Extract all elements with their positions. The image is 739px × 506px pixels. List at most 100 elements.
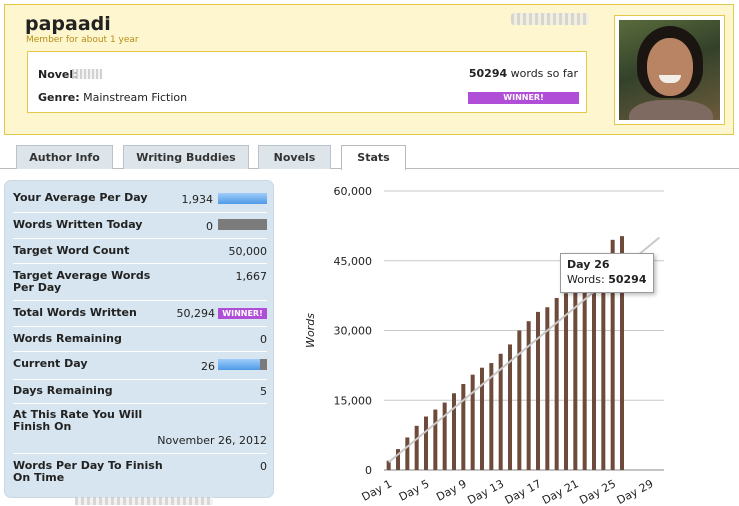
bar-day-22 (582, 274, 587, 470)
tab-writing-buddies[interactable]: Writing Buddies (123, 145, 249, 169)
word-count-chart: 0 15,000 30,000 45,000 60,000 Words Day 1 Day 5… (290, 180, 739, 506)
bar-day-2 (396, 449, 400, 470)
stat-target-count: Target Word Count 50,000 (13, 239, 267, 264)
stat-value: 0 (260, 460, 267, 473)
tab-author-info[interactable]: Author Info (16, 145, 113, 169)
x-tick-label: Day 21 (540, 477, 581, 506)
stat-value: 50,000 (228, 245, 268, 258)
x-tick-label: Day 17 (503, 477, 544, 506)
x-tick-label: Day 5 (397, 477, 432, 504)
written-today-bar (218, 219, 267, 230)
word-count-line: 50294 words so far (469, 67, 578, 80)
x-tick-label: Day 25 (577, 477, 618, 506)
redacted-footer-text (75, 497, 213, 505)
username[interactable]: papaadi (25, 13, 111, 35)
bar-day-7 (442, 402, 447, 470)
bar-day-15 (517, 330, 522, 470)
y-tick-label: 45,000 (334, 255, 373, 268)
stat-label: Target Average Words Per Day (13, 269, 151, 294)
profile-header: papaadi Member for about 1 year Novel: G… (4, 4, 734, 135)
progress-fill (218, 359, 261, 370)
stat-value: 0 (206, 220, 213, 233)
stat-value: 5 (260, 385, 267, 398)
y-tick-label: 30,000 (334, 325, 373, 338)
stat-avg-per-day: Your Average Per Day 1,934 (13, 185, 267, 213)
avg-per-day-bar (218, 193, 267, 204)
novel-label: Novel: (38, 68, 78, 81)
bar-day-5 (424, 416, 428, 470)
bar-day-23 (592, 263, 596, 470)
y-axis-label: Words (304, 313, 317, 348)
word-count: 50294 (468, 67, 508, 80)
stat-label: Target Word Count (13, 244, 130, 257)
x-tick-label: Day 9 (434, 477, 469, 504)
bar-day-19 (554, 297, 559, 470)
bar-day-16 (526, 321, 531, 470)
bar-day-6 (433, 409, 438, 470)
bar-day-13 (498, 353, 503, 470)
stat-value: 1,667 (235, 270, 268, 283)
bar-day-20 (564, 293, 568, 470)
winner-badge: WINNER! (218, 308, 267, 319)
bar-day-4 (414, 425, 419, 470)
bar-day-1 (386, 460, 391, 470)
bar-day-26 (620, 236, 624, 470)
bar-day-17 (536, 311, 540, 470)
bar-day-21 (573, 284, 578, 470)
stat-label: Words Remaining (13, 332, 122, 345)
tab-novels[interactable]: Novels (258, 145, 331, 169)
stat-value: 26 (201, 360, 215, 373)
bar-day-25 (610, 239, 615, 470)
chart-svg: 0 15,000 30,000 45,000 60,000 Words Day 1 Day 5… (304, 185, 664, 506)
redacted-handle (511, 13, 589, 25)
progress-remaining (260, 359, 267, 370)
bar-day-9 (461, 383, 466, 470)
x-tick-label: Day 29 (615, 477, 656, 506)
stat-written-today: Words Written Today 0 (13, 213, 267, 239)
x-tick-label: Day 1 (360, 477, 395, 504)
word-count-suffix: words so far (510, 67, 578, 80)
stat-value: 1,934 (181, 193, 214, 206)
bar-day-10 (470, 374, 475, 470)
x-tick-label: Day 13 (465, 477, 506, 506)
avatar[interactable] (614, 15, 725, 125)
stat-label: Current Day (13, 357, 88, 370)
stat-label: Days Remaining (13, 384, 113, 397)
novel-card: Novel: Genre: Mainstream Fiction 50294 w… (27, 51, 587, 113)
stat-label: At This Rate You Will Finish On (13, 408, 143, 433)
chart-tooltip: Day 26 Words: 50294 (560, 253, 654, 293)
bar-day-11 (480, 367, 484, 470)
member-since: Member for about 1 year (26, 35, 139, 45)
stat-current-day: Current Day 26 (13, 352, 267, 380)
stat-label: Words Per Day To Finish On Time (13, 459, 163, 484)
stat-target-avg: Target Average Words Per Day 1,667 (13, 264, 267, 301)
tooltip-day: Day 26 (567, 258, 610, 271)
stat-value: 0 (260, 333, 267, 346)
stat-value: 50,294 (176, 307, 216, 320)
genre-value: Mainstream Fiction (83, 91, 188, 104)
tab-stats[interactable]: Stats (341, 145, 406, 170)
bar-day-8 (452, 393, 456, 470)
stat-label: Total Words Written (13, 306, 137, 319)
y-tick-label: 15,000 (334, 394, 373, 407)
bar-day-12 (489, 363, 494, 470)
stat-total-written: Total Words Written 50,294 WINNER! (13, 301, 267, 327)
genre-label: Genre: (38, 91, 80, 104)
stat-days-remaining: Days Remaining 5 (13, 380, 267, 404)
bar-day-14 (508, 344, 512, 470)
stat-label: Words Written Today (13, 218, 143, 231)
stat-per-day-finish: Words Per Day To Finish On Time 0 (13, 454, 267, 494)
stat-label: Your Average Per Day (13, 191, 148, 204)
y-tick-label: 0 (365, 464, 372, 477)
stat-finish-on: At This Rate You Will Finish On November… (13, 404, 267, 454)
avatar-photo (619, 20, 720, 120)
stat-value: November 26, 2012 (157, 434, 267, 447)
stat-remaining: Words Remaining 0 (13, 327, 267, 352)
bar-day-18 (545, 307, 550, 470)
winner-badge: WINNER! (468, 92, 579, 104)
current-day-progress (218, 359, 267, 370)
y-tick-label: 60,000 (334, 185, 373, 198)
bar-day-3 (405, 437, 410, 470)
bar-day-24 (601, 253, 606, 470)
stats-panel: Your Average Per Day 1,934 Words Written… (4, 180, 274, 498)
